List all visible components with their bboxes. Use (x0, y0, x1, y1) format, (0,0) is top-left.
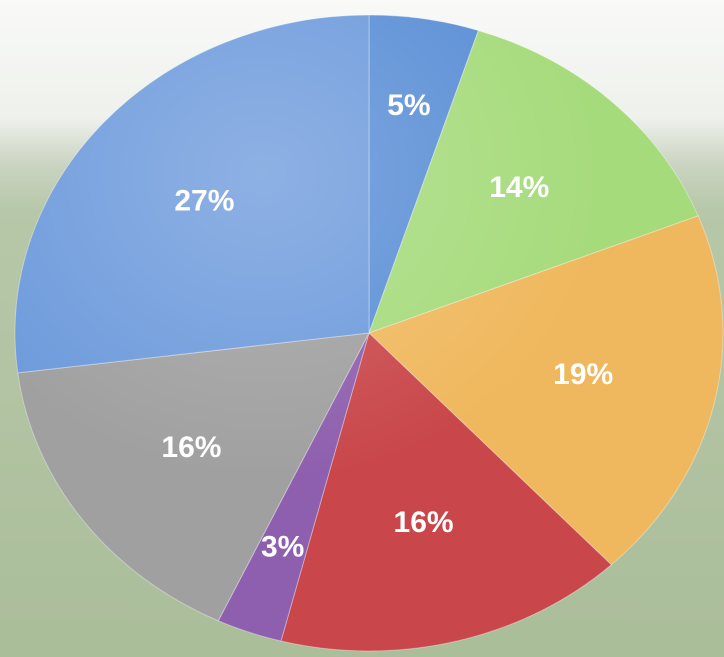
slice-label-0: 5% (387, 89, 430, 122)
slice-label-5: 16% (161, 431, 221, 464)
slice-label-3: 16% (394, 506, 454, 539)
pie-labels: 5% 14% 19% 16% 3% 16% 27% (161, 89, 613, 564)
slice-label-6: 27% (174, 185, 234, 218)
slice-label-4: 3% (261, 530, 304, 563)
pie-slices (14, 14, 724, 652)
slice-label-1: 14% (489, 171, 549, 204)
slice-label-2: 19% (553, 358, 613, 391)
